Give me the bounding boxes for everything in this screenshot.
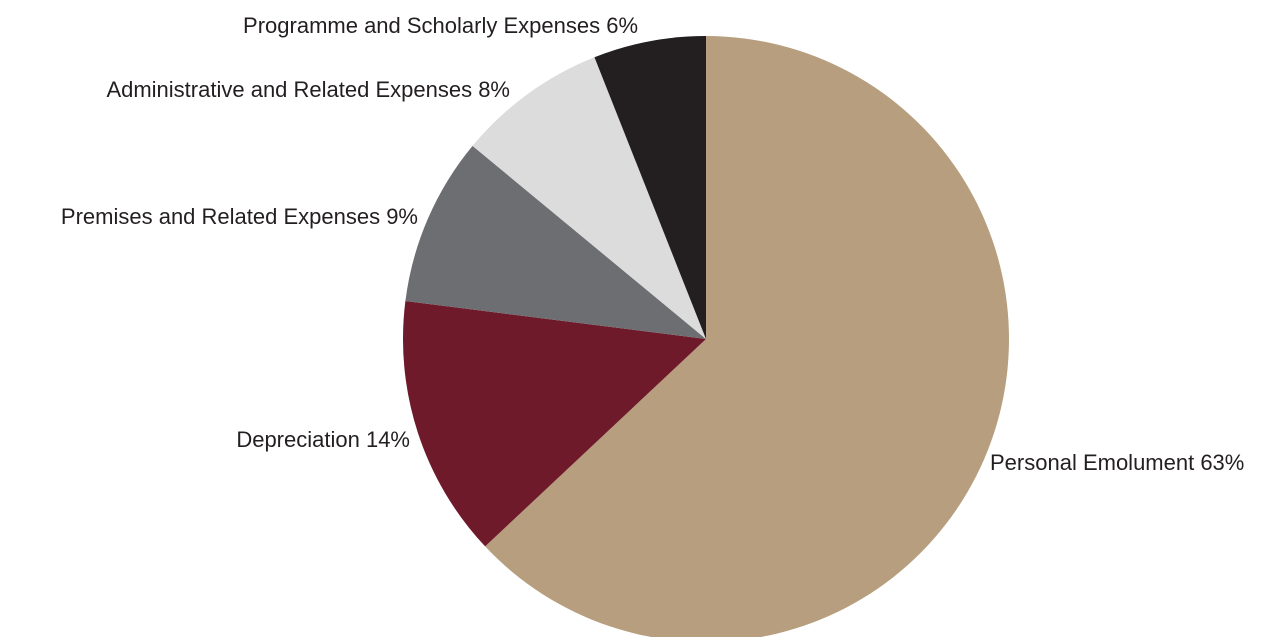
pie-slice-programme-and-scholarly-expenses bbox=[594, 36, 706, 339]
pie-slices bbox=[402, 36, 1009, 637]
label-administrative-and-related-expenses: Administrative and Related Expenses 8% bbox=[106, 77, 510, 102]
label-programme-and-scholarly-expenses: Programme and Scholarly Expenses 6% bbox=[243, 13, 638, 38]
pie-slice-administrative-and-related-expenses bbox=[472, 57, 706, 339]
pie-slice-premises-and-related-expenses bbox=[405, 145, 706, 339]
label-depreciation: Depreciation 14% bbox=[236, 427, 410, 452]
pie-slice-personal-emolument bbox=[485, 36, 1009, 637]
label-premises-and-related-expenses: Premises and Related Expenses 9% bbox=[61, 204, 418, 229]
pie-slice-depreciation bbox=[402, 301, 706, 547]
label-personal-emolument: Personal Emolument 63% bbox=[990, 450, 1244, 475]
pie-labels: Personal Emolument 63% Depreciation 14% … bbox=[61, 13, 1244, 475]
